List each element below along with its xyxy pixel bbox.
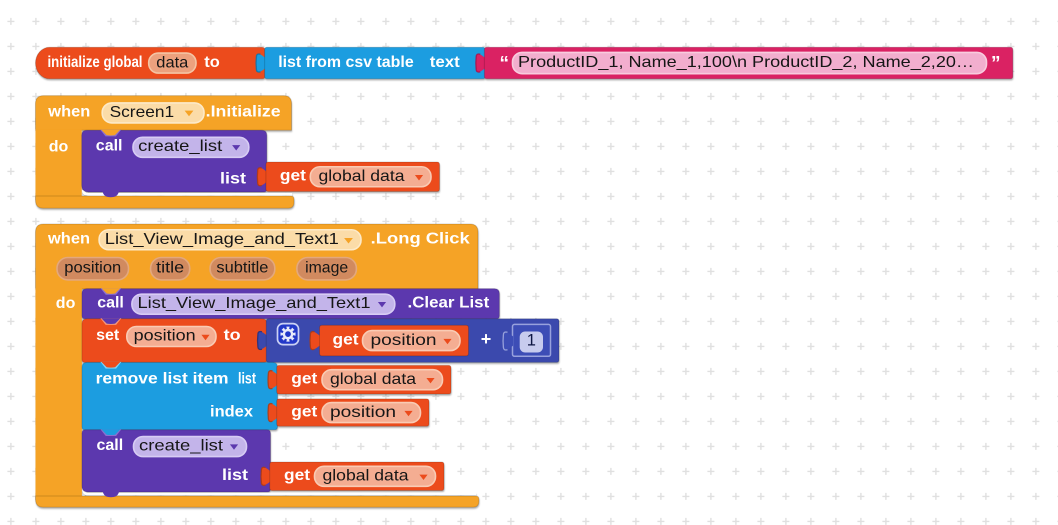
svg-text:get: get — [291, 370, 318, 387]
svg-text:index: index — [210, 403, 253, 420]
svg-text:List_View_Image_and_Text1: List_View_Image_and_Text1 — [105, 231, 339, 248]
svg-text:list: list — [222, 467, 249, 484]
svg-text:remove list item: remove list item — [96, 370, 229, 387]
svg-text:get: get — [284, 467, 311, 484]
svg-text:+: + — [481, 329, 492, 349]
svg-text:do: do — [49, 139, 69, 156]
svg-text:“: “ — [500, 54, 510, 75]
svg-text:position: position — [64, 259, 121, 276]
svg-text:when: when — [47, 104, 90, 121]
svg-text:call: call — [97, 437, 124, 454]
svg-text:text: text — [430, 54, 461, 71]
svg-text:initialize global: initialize global — [48, 54, 143, 71]
svg-text:set: set — [96, 327, 120, 344]
svg-text:.Clear List: .Clear List — [408, 294, 490, 311]
svg-text:.Long Click: .Long Click — [371, 230, 470, 247]
svg-text:position: position — [330, 404, 396, 421]
svg-text:to: to — [204, 54, 220, 71]
svg-text:.Initialize: .Initialize — [206, 104, 281, 121]
svg-text:Screen1: Screen1 — [110, 104, 175, 121]
svg-text:”: ” — [991, 54, 1001, 75]
svg-text:position: position — [371, 332, 437, 349]
svg-text:data: data — [156, 54, 188, 71]
svg-text:1: 1 — [527, 332, 536, 350]
svg-text:list: list — [220, 171, 247, 188]
svg-text:List_View_Image_and_Text1: List_View_Image_and_Text1 — [138, 295, 371, 312]
svg-text:list from csv table: list from csv table — [278, 54, 414, 71]
svg-text:to: to — [224, 327, 241, 344]
svg-text:call: call — [96, 138, 123, 155]
svg-text:call: call — [97, 294, 124, 311]
svg-text:title: title — [156, 259, 184, 276]
svg-text:ProductID_1, Name_1,100\n Prod: ProductID_1, Name_1,100\n ProductID_2, N… — [518, 54, 974, 71]
svg-text:global data: global data — [323, 468, 409, 485]
svg-text:get: get — [291, 403, 318, 420]
svg-text:when: when — [47, 230, 90, 247]
svg-text:create_list: create_list — [139, 437, 224, 454]
svg-text:do: do — [56, 295, 76, 312]
svg-text:position: position — [134, 328, 196, 345]
svg-text:list: list — [238, 370, 257, 387]
svg-text:get: get — [280, 167, 307, 184]
svg-text:get: get — [333, 331, 360, 348]
svg-text:global data: global data — [319, 168, 405, 185]
svg-text:create_list: create_list — [138, 138, 223, 155]
svg-text:image: image — [305, 259, 348, 276]
svg-text:subtitle: subtitle — [216, 259, 268, 276]
svg-text:global data: global data — [330, 371, 416, 388]
